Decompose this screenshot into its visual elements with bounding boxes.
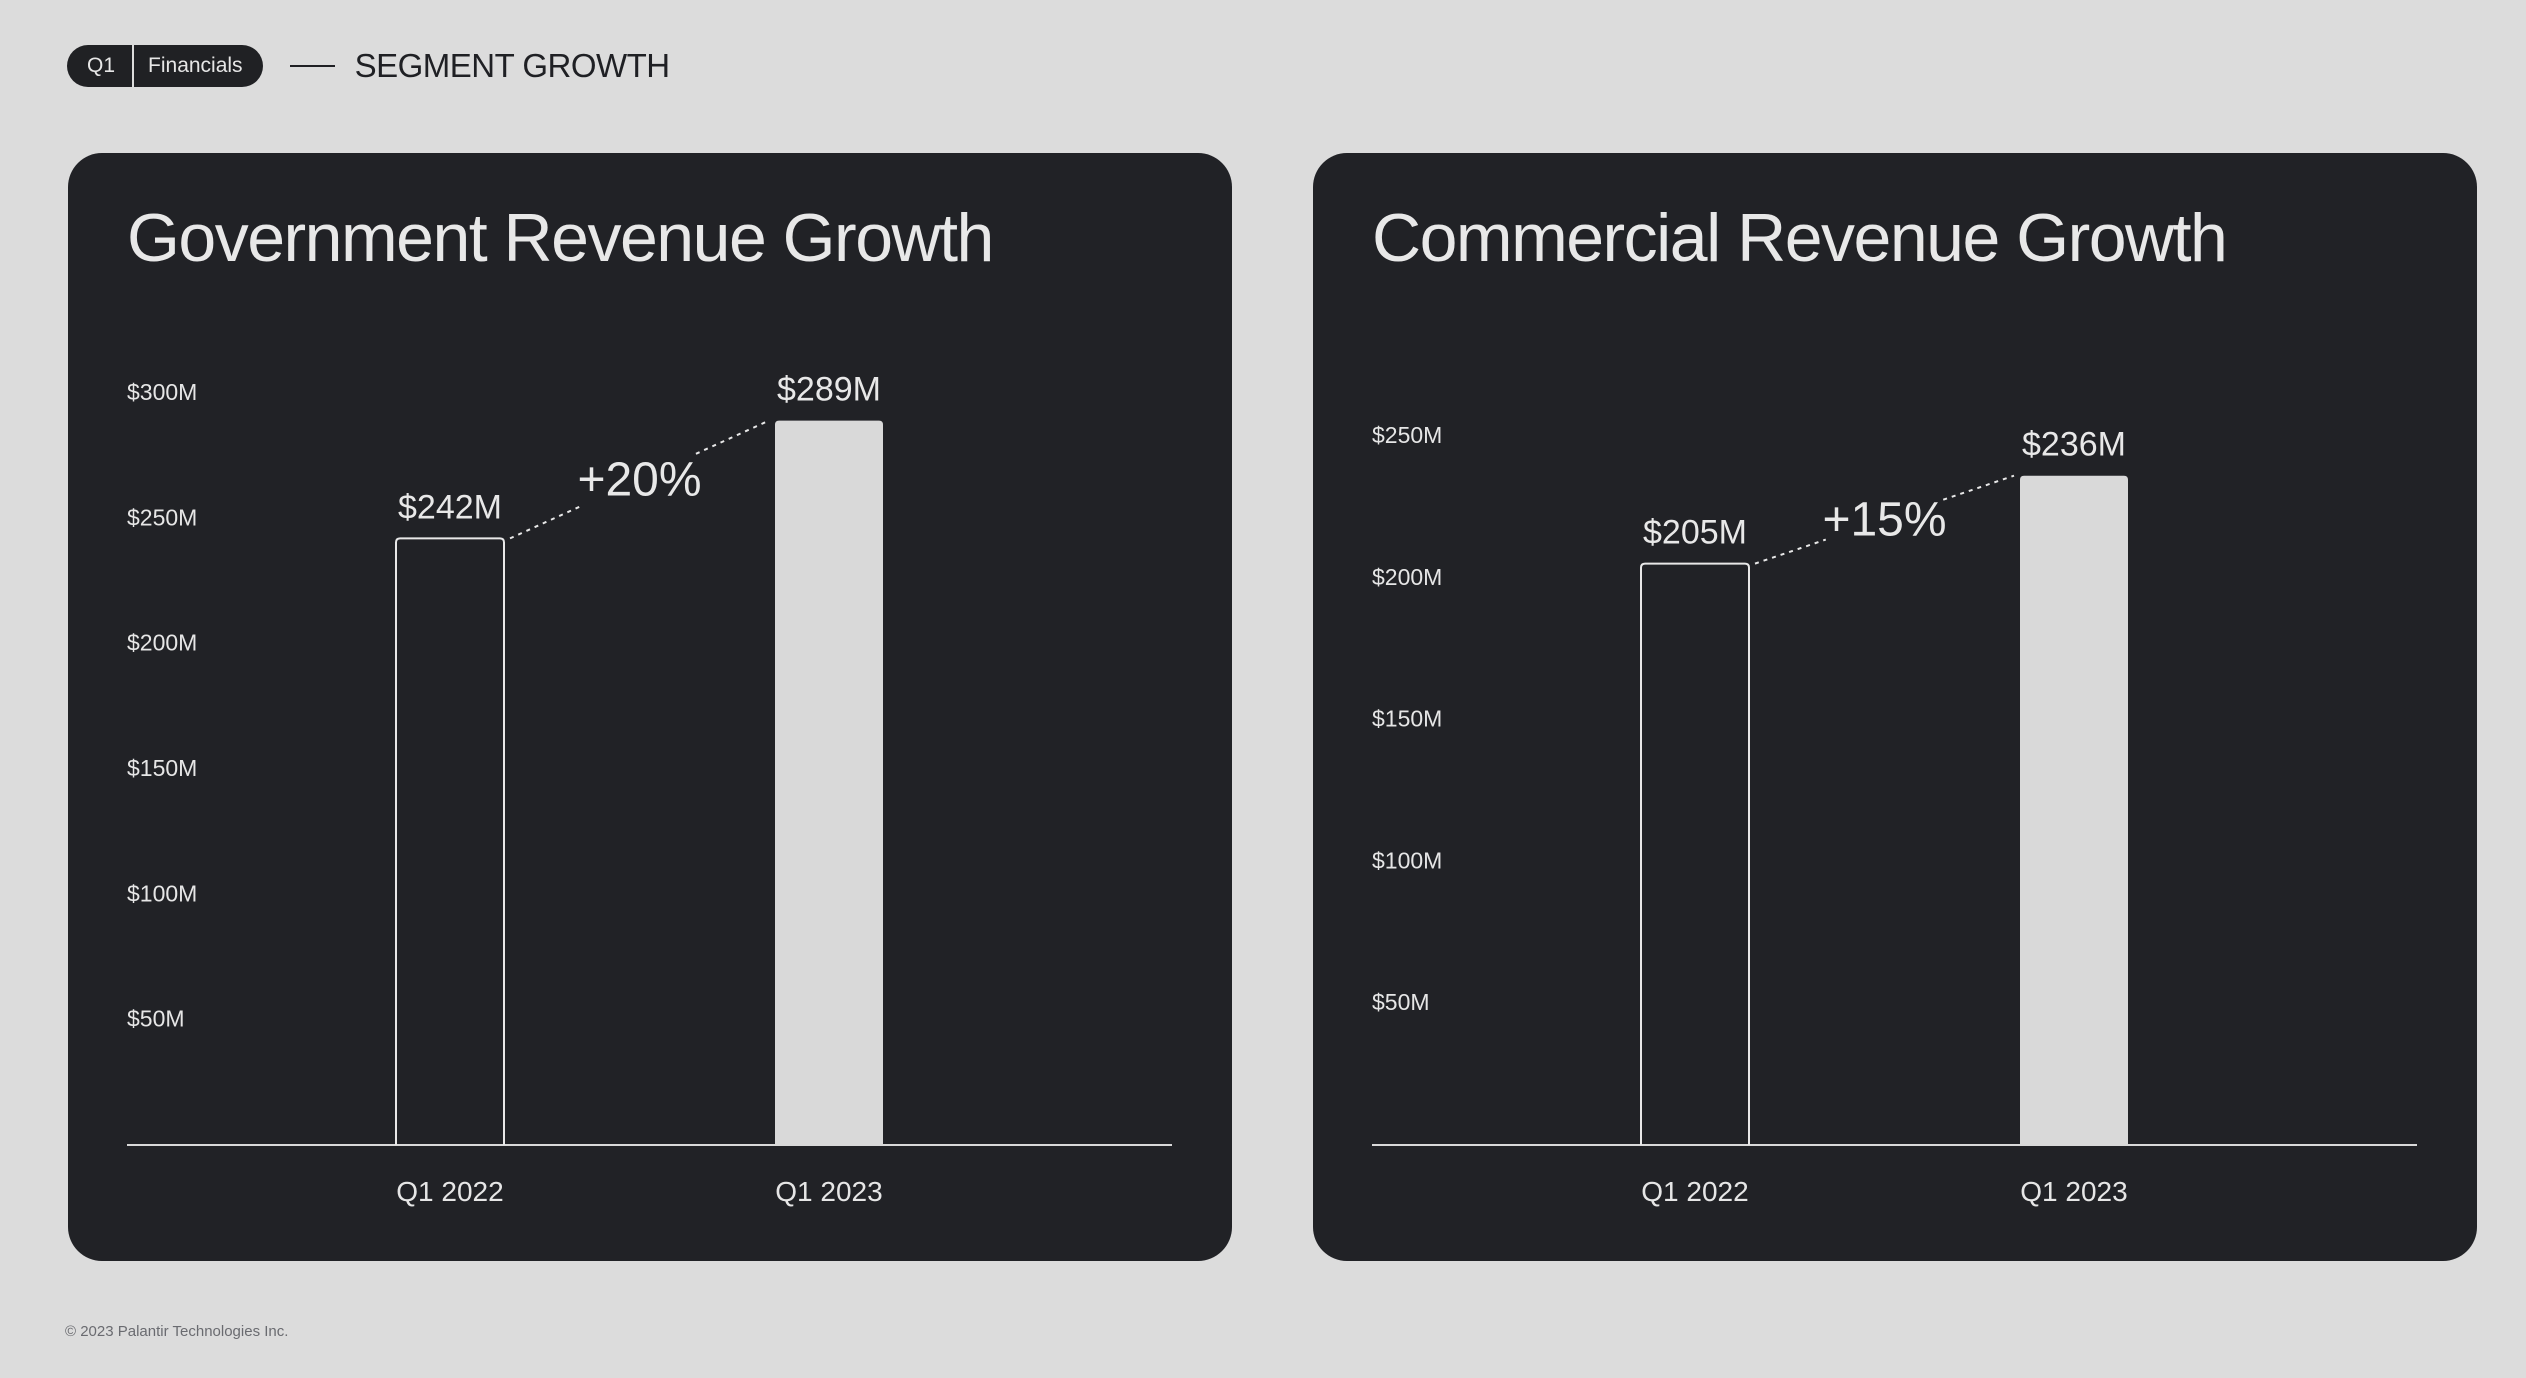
y-tick-label: $200M: [127, 630, 197, 656]
commercial-revenue-chart: $50M $100M $150M $200M $250M $205M Q1 2022 $236…: [1372, 422, 2417, 1207]
chart-title: Government Revenue Growth: [127, 200, 994, 276]
growth-connector: [1942, 474, 2015, 501]
bar-value-label: $205M: [1643, 514, 1747, 552]
y-tick-label: $200M: [1372, 564, 1442, 590]
bar-q1-2023: [2020, 475, 2128, 1146]
bar-q1-2022: [395, 537, 505, 1145]
government-revenue-card: Government Revenue Growth $50M $100M $150M…: [68, 153, 1232, 1261]
growth-percentage-label: +15%: [1822, 494, 1946, 547]
y-tick-label: $150M: [1372, 706, 1442, 732]
x-category-label: Q1 2022: [396, 1176, 503, 1207]
y-tick-label: $250M: [1372, 422, 1442, 448]
pill-quarter: Q1: [67, 45, 135, 87]
y-tick-label: $250M: [127, 504, 197, 530]
header: Q1 Financials SEGMENT GROWTH: [67, 45, 670, 87]
growth-connector: [1754, 538, 1827, 565]
y-tick-label: $100M: [1372, 847, 1442, 873]
bar-q1-2022: [1640, 562, 1750, 1145]
growth-connector: [695, 419, 770, 455]
x-category-label: Q1 2023: [775, 1176, 882, 1207]
y-tick-label: $50M: [127, 1006, 185, 1032]
growth-percentage-label: +20%: [577, 453, 701, 506]
chart-title: Commercial Revenue Growth: [1372, 200, 2228, 276]
bar-value-label: $289M: [777, 371, 881, 409]
copyright-text: © 2023 Palantir Technologies Inc.: [65, 1323, 289, 1340]
government-revenue-chart: $50M $100M $150M $200M $250M $300M $242M Q1 202…: [127, 371, 1172, 1207]
x-category-label: Q1 2023: [2020, 1176, 2127, 1207]
bar-value-label: $242M: [398, 488, 502, 526]
bar-q1-2023: [775, 420, 883, 1145]
header-divider: [289, 65, 335, 67]
commercial-revenue-card: Commercial Revenue Growth $50M $100M $150M…: [1313, 153, 2477, 1261]
y-tick-label: $300M: [127, 379, 197, 405]
y-tick-label: $100M: [127, 880, 197, 906]
x-category-label: Q1 2022: [1641, 1176, 1748, 1207]
growth-connector: [509, 504, 584, 540]
category-pill: Q1 Financials: [67, 45, 263, 87]
y-tick-label: $50M: [1372, 989, 1430, 1015]
section-title: SEGMENT GROWTH: [354, 47, 671, 84]
pill-section: Financials: [148, 54, 243, 77]
bar-value-label: $236M: [2022, 426, 2126, 464]
y-tick-label: $150M: [127, 755, 197, 781]
